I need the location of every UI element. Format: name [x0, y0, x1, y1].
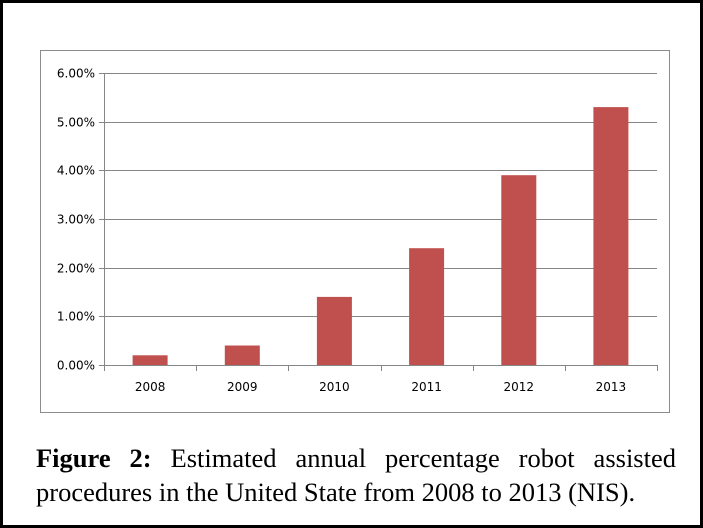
y-tick-label: 6.00% [57, 67, 95, 81]
bar-2010 [316, 296, 352, 365]
y-tick-label: 1.00% [57, 310, 95, 324]
x-tick-label: 2010 [319, 380, 350, 394]
chart-area: 0.00% 1.00% 2.00% 3.00% 4.00% 5.00% 6.00% 2008 2… [40, 50, 670, 413]
figure-caption: Figure 2: Estimated annual percentage ro… [36, 441, 676, 509]
y-tick-label: 5.00% [57, 116, 95, 130]
y-tick-label: 3.00% [57, 213, 95, 227]
y-tick-label: 2.00% [57, 262, 95, 276]
x-tick-label: 2011 [411, 380, 442, 394]
caption-text: Estimated annual percentage robot assist… [36, 443, 676, 507]
y-tick-label: 4.00% [57, 164, 95, 178]
bar-2011 [409, 248, 445, 365]
bar-2012 [501, 175, 537, 365]
x-tick-label: 2009 [227, 380, 258, 394]
x-tick-label: 2008 [135, 380, 166, 394]
bar-2008 [132, 355, 168, 365]
bar-chart: 0.00% 1.00% 2.00% 3.00% 4.00% 5.00% 6.00% 2008 2… [57, 67, 658, 394]
x-tick-label: 2013 [596, 380, 627, 394]
x-tick-label: 2012 [504, 380, 535, 394]
bar-2009 [224, 345, 260, 365]
bar-2013 [593, 107, 629, 365]
caption-label: Figure 2: [36, 443, 152, 473]
y-tick-label: 0.00% [57, 359, 95, 373]
